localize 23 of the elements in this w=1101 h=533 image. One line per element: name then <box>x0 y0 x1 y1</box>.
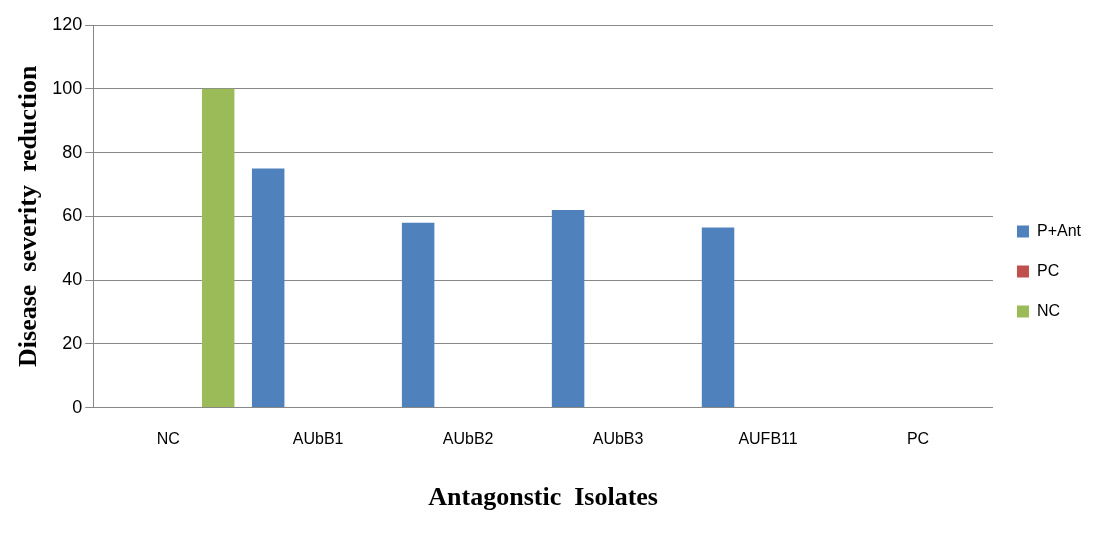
y-tick-label: 20 <box>62 332 83 353</box>
x-tick-label: AUbB3 <box>592 429 644 447</box>
y-tick-label: 0 <box>72 396 83 417</box>
x-tick-label: AUbB1 <box>292 429 344 447</box>
bar <box>201 88 235 408</box>
y-tick-label: 80 <box>62 141 83 162</box>
y-tick-label: 100 <box>52 77 83 98</box>
x-tick-label: PC <box>906 429 930 447</box>
x-tick-label: AUbB2 <box>442 429 494 447</box>
bar <box>401 222 435 408</box>
legend-label: PC <box>1036 261 1060 279</box>
y-tick-label: 40 <box>62 269 83 290</box>
x-axis-title: Antagonstic Isolates <box>428 482 658 512</box>
bar <box>701 227 735 408</box>
y-axis-title: Disease severity reduction <box>13 65 43 367</box>
x-tick-label: AUFB11 <box>738 429 798 447</box>
x-tick-label: NC <box>156 429 180 447</box>
y-tick-label: 120 <box>52 13 83 34</box>
bar <box>251 168 285 408</box>
legend-label: P+Ant <box>1036 221 1082 239</box>
legend-label: NC <box>1036 301 1061 319</box>
bar <box>551 209 585 408</box>
y-tick-label: 60 <box>62 205 83 226</box>
